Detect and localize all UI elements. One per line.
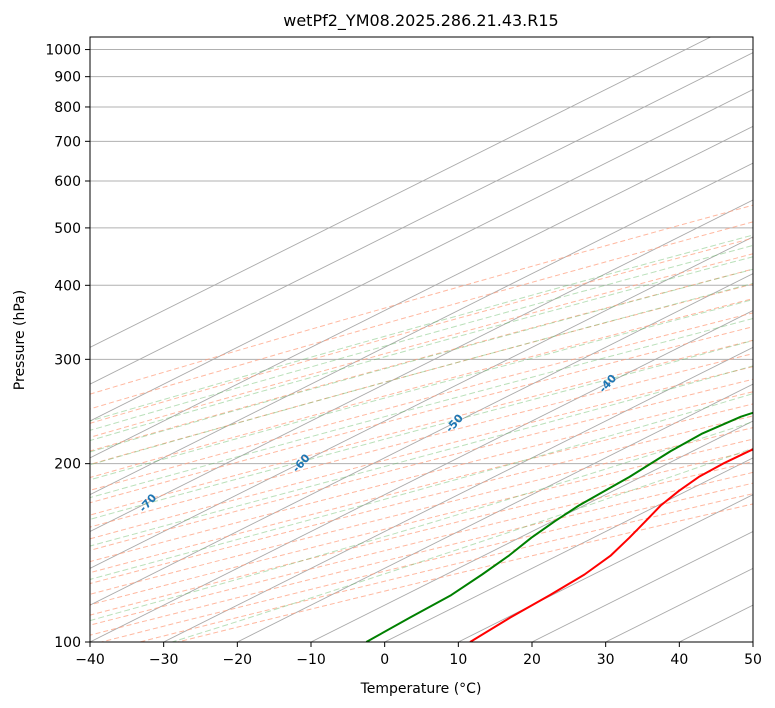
dry-adiabat [90, 378, 753, 551]
dry-adiabat [90, 268, 753, 452]
y-tick-label: 1000 [45, 43, 81, 59]
chart-title: wetPf2_YM08.2025.286.21.43.R15 [283, 11, 558, 31]
dry-adiabat [90, 427, 753, 595]
pressure-gridlines [90, 49, 753, 642]
isotherm-line [310, 420, 753, 642]
dry-adiabat [90, 326, 753, 504]
x-tick-label: 10 [449, 652, 467, 668]
dry-adiabat [90, 449, 753, 616]
x-tick-label: 30 [597, 652, 615, 668]
isotherm-label: -30 [750, 332, 773, 356]
dry-adiabat [90, 221, 753, 410]
isotherm-line [90, 236, 753, 569]
moist-adiabat [90, 256, 753, 442]
isotherm-line [384, 457, 753, 642]
moist-adiabat [90, 268, 753, 453]
dry-adiabat [90, 298, 753, 479]
isotherm-line [90, 89, 753, 422]
y-tick-label: 500 [54, 221, 81, 237]
moist-adiabat [90, 244, 753, 431]
dry-adiabat [90, 204, 753, 395]
dewpoint-profile [365, 411, 753, 642]
y-tick-label: 100 [54, 635, 81, 651]
temperature-profile [469, 448, 753, 642]
dry-adiabat [90, 339, 753, 516]
moist-adiabat [90, 282, 753, 466]
moist-adiabat [90, 299, 753, 481]
dry-adiabat [90, 366, 753, 540]
dry-adiabat [90, 415, 753, 585]
plot-area: 0.10.20.40.611.52346810131620253036-100-… [0, 37, 773, 642]
moist-adiabats [90, 234, 753, 642]
dry-adiabat [177, 503, 753, 642]
isotherm-line [90, 125, 753, 459]
y-tick-label: 900 [54, 70, 81, 86]
isotherm-line [458, 494, 753, 642]
dry-adiabat [90, 283, 753, 465]
x-tick-label: 50 [744, 652, 762, 668]
dry-adiabat [90, 312, 753, 491]
moist-adiabat [90, 234, 753, 422]
isotherm-line [90, 310, 753, 642]
moist-adiabat [90, 340, 753, 520]
x-tick-label: 40 [670, 652, 688, 668]
isotherm-line [679, 604, 753, 642]
isotherm-label: -60 [290, 451, 313, 475]
y-tick-label: 800 [54, 100, 81, 116]
isotherm-line [90, 37, 711, 348]
x-tick-label: −10 [296, 652, 326, 668]
isotherm-label: -70 [136, 491, 159, 515]
isotherm-line [163, 346, 753, 642]
isotherm-line [90, 199, 753, 533]
x-tick-label: −30 [149, 652, 179, 668]
y-tick-label: 300 [54, 352, 81, 368]
skewed-isotherms [90, 37, 753, 642]
isotherm-line [531, 530, 753, 642]
y-tick-label: 700 [54, 134, 81, 150]
dry-adiabat [90, 461, 753, 626]
isotherm-line [90, 52, 753, 385]
moist-adiabat [90, 421, 753, 622]
dry-adiabat [139, 493, 753, 642]
dry-adiabat [90, 237, 753, 424]
x-tick-label: 20 [523, 652, 541, 668]
dry-adiabats [90, 204, 753, 642]
x-tick-label: −20 [223, 652, 253, 668]
x-tick-label: 0 [380, 652, 389, 668]
sounding-profiles [365, 411, 753, 642]
isotherm-line [90, 273, 753, 606]
x-tick-label: −40 [75, 652, 105, 668]
x-axis-ticks: −40 −30 −20 −10 0 10 20 30 40 50 [75, 642, 762, 668]
isotherm-label: -80 [0, 531, 6, 555]
dry-adiabat [90, 353, 753, 528]
y-tick-label: 600 [54, 174, 81, 190]
plot-frame [89, 36, 754, 643]
moist-adiabat [90, 393, 753, 580]
y-tick-label: 400 [54, 278, 81, 294]
isotherm-line [752, 641, 753, 642]
isotherm-line [237, 383, 753, 642]
dry-adiabat [90, 403, 753, 574]
dry-adiabat [90, 253, 753, 438]
isotherm-line [90, 162, 753, 496]
dry-adiabat [90, 391, 753, 563]
dry-adiabat [90, 438, 753, 606]
y-tick-label: 200 [54, 457, 81, 473]
y-axis-ticks: 100 200 300 400 500 600 700 800 900 1000 [45, 43, 90, 651]
moist-adiabat [90, 365, 753, 547]
moist-adiabat [90, 317, 753, 499]
y-axis-label: Pressure (hPa) [12, 290, 28, 390]
x-axis-label: Temperature (°C) [360, 681, 482, 697]
